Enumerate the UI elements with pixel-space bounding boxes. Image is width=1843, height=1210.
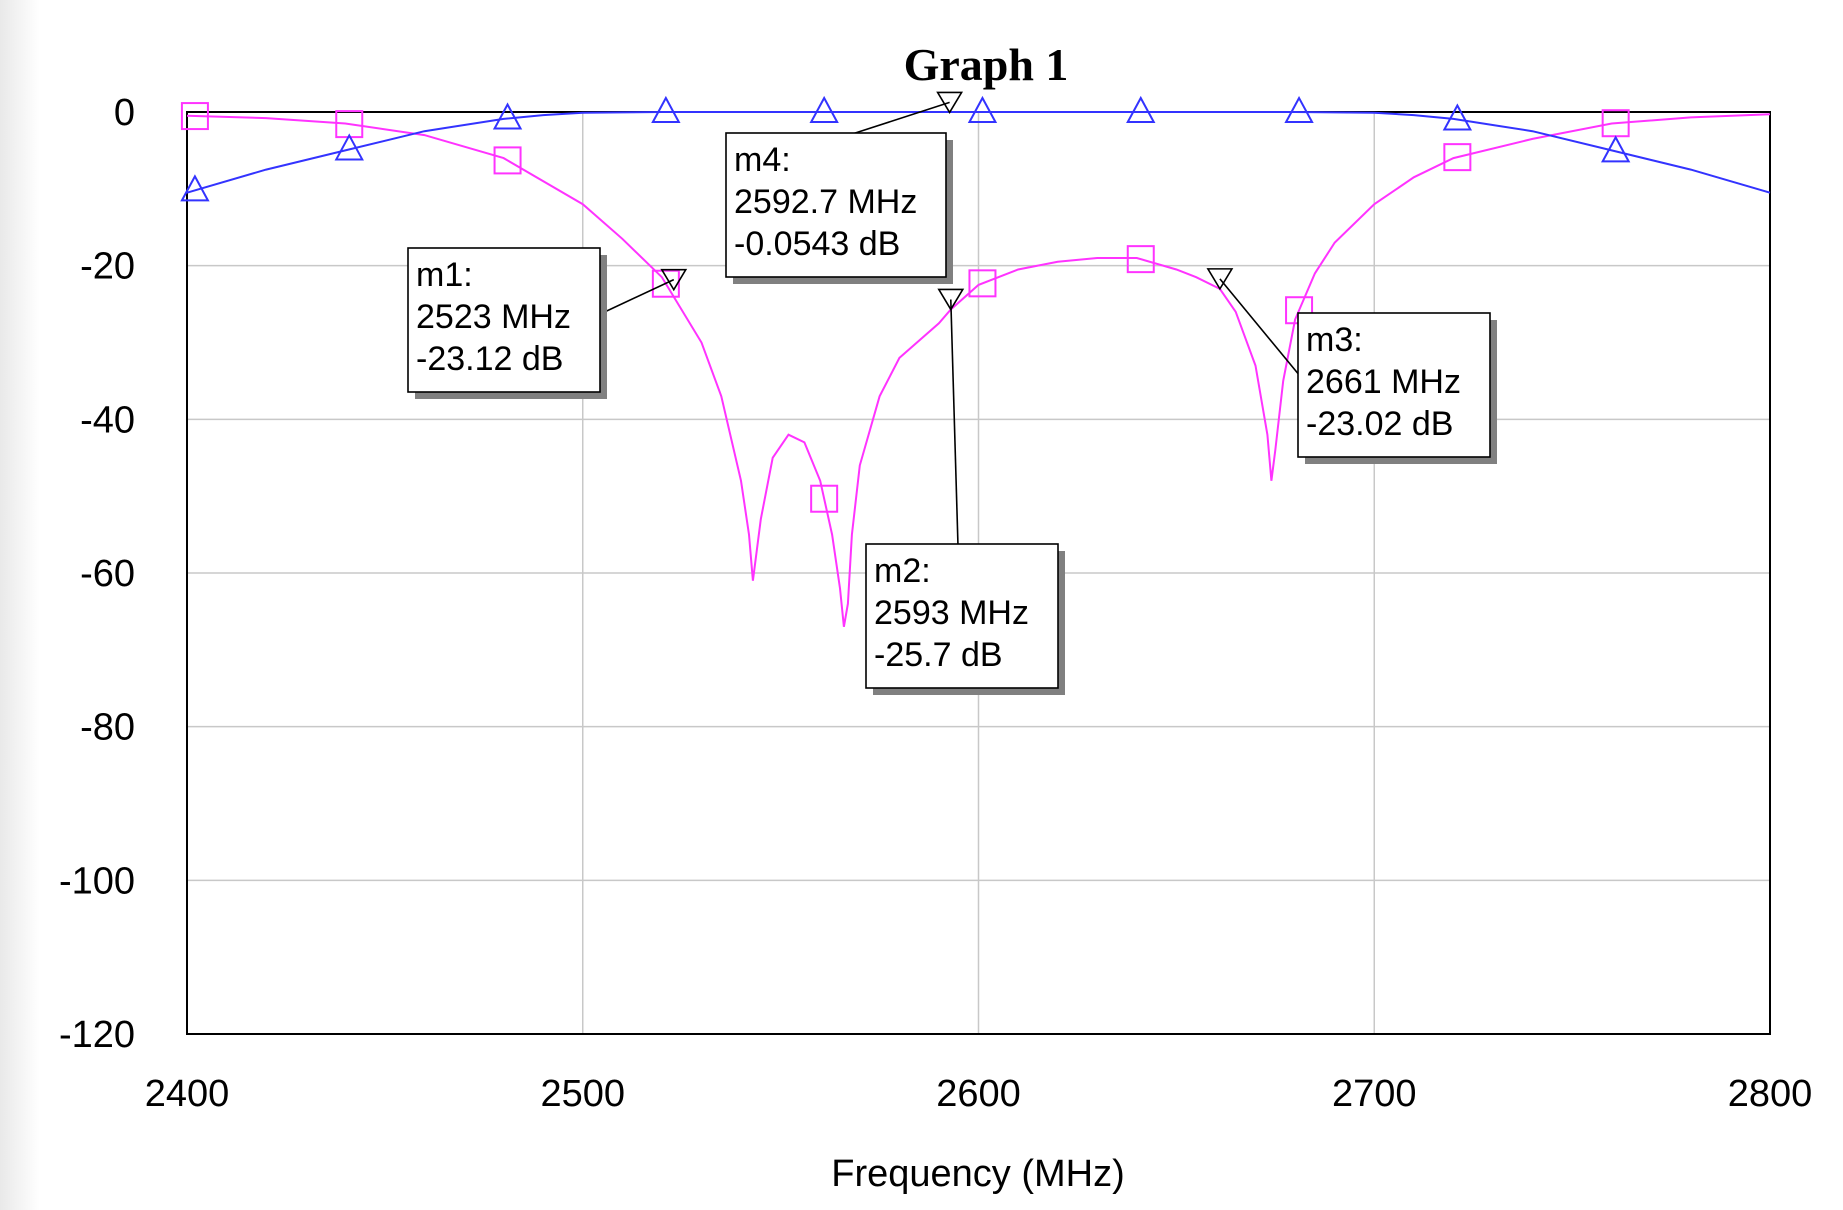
marker-frequency: 2661 MHz xyxy=(1306,363,1461,401)
marker-name: m3: xyxy=(1306,321,1363,359)
y-tick-label: -80 xyxy=(80,707,135,749)
triangle-point-marker xyxy=(180,174,210,202)
triangle-point-marker xyxy=(1126,95,1156,123)
marker-box: m1: 2523 MHz -23.12 dB xyxy=(407,247,607,399)
marker-box: m4: 2592.7 MHz -0.0543 dB xyxy=(725,132,953,284)
series-layer xyxy=(180,95,1771,627)
triangle-point-marker xyxy=(1442,103,1473,131)
y-tick-label: -20 xyxy=(80,246,135,288)
x-tick-label: 2800 xyxy=(1728,1073,1813,1115)
marker-name: m2: xyxy=(874,552,931,590)
marker-leader-line xyxy=(595,278,675,317)
marker-triangle xyxy=(936,91,964,114)
y-tick-label: 0 xyxy=(114,92,135,134)
marker-frequency: 2592.7 MHz xyxy=(734,183,917,221)
marker-triangle xyxy=(1206,268,1234,291)
marker-value: -25.7 dB xyxy=(874,636,1003,674)
x-tick-label: 2400 xyxy=(145,1073,230,1115)
triangle-point-marker xyxy=(334,133,364,161)
triangle-point-marker xyxy=(967,95,998,123)
square-point-marker xyxy=(180,102,209,131)
blue-trace-line xyxy=(186,111,1771,194)
axis-tick-labels: 2400 2500 2600 2700 2800 0 -20 -40 -60 -80 -100 -12… xyxy=(59,92,1812,1115)
x-tick-label: 2600 xyxy=(936,1073,1021,1115)
marker-triangle xyxy=(660,268,688,292)
y-tick-label: -120 xyxy=(59,1014,135,1056)
marker-triangle xyxy=(937,288,965,312)
square-point-marker xyxy=(1126,245,1155,274)
marker-box: m3: 2661 MHz -23.02 dB xyxy=(1297,312,1497,464)
y-tick-label: -60 xyxy=(80,553,135,595)
marker-value: -23.12 dB xyxy=(416,340,563,378)
y-tick-label: -100 xyxy=(59,860,135,902)
square-point-marker xyxy=(1443,143,1472,172)
marker-leader-line xyxy=(1219,278,1301,377)
marker-name: m1: xyxy=(416,256,473,294)
marker-leader-line xyxy=(949,299,959,547)
window-edge-shadow xyxy=(0,0,40,1210)
triangle-point-marker xyxy=(809,95,839,123)
marker-frequency: 2593 MHz xyxy=(874,594,1029,632)
marker-box: m2: 2593 MHz -25.7 dB xyxy=(865,543,1065,695)
marker-value: -23.02 dB xyxy=(1306,405,1453,443)
x-tick-label: 2700 xyxy=(1332,1073,1417,1115)
marker-frequency: 2523 MHz xyxy=(416,298,571,336)
chart-title: Graph 1 xyxy=(904,39,1069,90)
triangle-point-marker xyxy=(492,102,523,130)
marker-name: m4: xyxy=(734,141,791,179)
x-axis-label: Frequency (MHz) xyxy=(831,1153,1125,1195)
square-point-marker xyxy=(810,484,839,513)
marker-value: -0.0543 dB xyxy=(734,225,900,263)
marker-leader-line xyxy=(845,101,950,137)
marker-box-frame xyxy=(865,543,1059,689)
triangle-point-marker xyxy=(1284,95,1314,124)
square-point-marker xyxy=(493,146,522,175)
marker-box-frame xyxy=(725,132,947,278)
y-tick-label: -40 xyxy=(80,399,135,441)
square-point-marker xyxy=(968,269,997,298)
square-point-marker xyxy=(651,269,680,298)
triangle-point-marker xyxy=(1600,135,1631,163)
x-tick-label: 2500 xyxy=(540,1073,625,1115)
marker-box-frame xyxy=(407,247,601,393)
triangle-point-marker xyxy=(651,95,681,123)
marker-box-frame xyxy=(1297,312,1491,458)
